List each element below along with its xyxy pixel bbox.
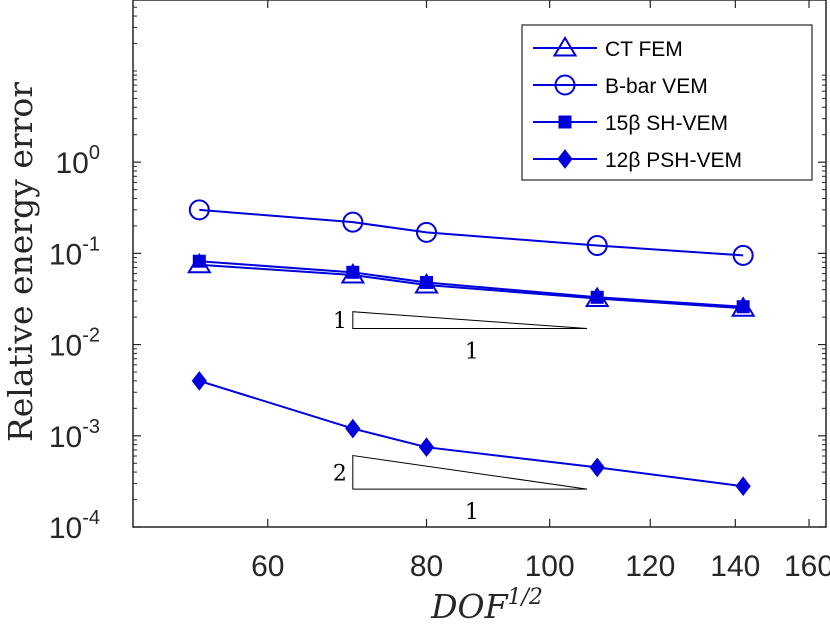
slope-run-label: 1 — [465, 500, 479, 525]
x-tick-label: 160 — [784, 550, 830, 583]
data-point — [346, 265, 360, 279]
x-axis-label: DOF1/2 — [430, 585, 543, 626]
y-tick-label: 10-1 — [49, 233, 100, 271]
x-axis-label-sup: 1/2 — [508, 585, 543, 610]
legend-entries: CT FEM B-bar VEM 15β SH-VEM 12β PSH-VEM — [533, 36, 742, 172]
y-tick-exp: 0 — [89, 142, 100, 164]
data-point — [188, 199, 210, 221]
y-tick-exp: -1 — [82, 233, 100, 255]
data-point — [420, 275, 434, 289]
slope-triangle — [352, 311, 588, 330]
legend-entry: 12β PSH-VEM — [533, 149, 742, 172]
legend: CT FEM B-bar VEM 15β SH-VEM 12β PSH-VEM — [521, 24, 813, 181]
legend-label: 12β PSH-VEM — [605, 149, 742, 172]
x-axis-ticks: 60 80 100 120 140 160 — [251, 0, 830, 583]
data-point — [590, 290, 604, 304]
y-tick-base: 10 — [49, 238, 82, 271]
legend-entry: B-bar VEM — [533, 74, 708, 98]
legend-entry: 15β SH-VEM — [533, 112, 728, 135]
y-axis-label: Relative energy error — [1, 82, 40, 442]
data-point — [732, 244, 754, 266]
slope-rise-label: 2 — [333, 461, 347, 486]
y-tick-base: 10 — [49, 512, 82, 545]
y-tick-exp: -2 — [82, 325, 100, 347]
data-point — [735, 476, 751, 497]
data-point — [418, 437, 435, 458]
legend-label: 15β SH-VEM — [605, 112, 728, 135]
slope-triangles: 1 1 2 1 — [333, 309, 588, 525]
legend-marker — [554, 74, 576, 96]
data-point — [192, 254, 206, 268]
y-tick-label: 10-4 — [49, 507, 100, 545]
data-point — [191, 371, 207, 391]
y-tick-exp: -3 — [82, 416, 100, 438]
series-diamond — [191, 371, 751, 497]
y-tick-base: 10 — [49, 421, 82, 454]
x-tick-label: 60 — [251, 550, 284, 583]
y-tick-label: 10-2 — [49, 325, 100, 363]
legend-box — [521, 24, 813, 181]
legend-marker — [557, 149, 573, 169]
x-axis-label-base: DOF — [430, 587, 509, 626]
data-point — [736, 300, 750, 314]
y-tick-label: 100 — [56, 142, 101, 180]
series-circle — [188, 199, 754, 266]
y-tick-base: 10 — [49, 330, 82, 363]
legend-label: B-bar VEM — [605, 75, 708, 98]
slope-triangle — [352, 454, 588, 490]
data-point — [342, 211, 364, 233]
x-tick-label: 120 — [625, 550, 675, 583]
legend-label: CT FEM — [605, 38, 683, 61]
x-tick-label: 140 — [710, 550, 760, 583]
data-point — [586, 235, 608, 257]
legend-entry: CT FEM — [533, 36, 683, 61]
data-point — [345, 418, 361, 439]
data-point — [589, 457, 605, 478]
series-square — [192, 254, 750, 314]
legend-marker — [558, 115, 572, 129]
x-tick-label: 100 — [525, 550, 575, 583]
slope-run-label: 1 — [465, 340, 479, 365]
y-tick-label: 10-3 — [49, 416, 100, 454]
x-tick-label: 80 — [410, 550, 443, 583]
series-line — [199, 208, 744, 257]
legend-marker — [552, 36, 578, 57]
y-tick-base: 10 — [56, 147, 89, 180]
data-point — [416, 221, 438, 243]
y-tick-exp: -4 — [82, 507, 100, 529]
series-layer — [187, 199, 756, 497]
slope-rise-label: 1 — [333, 309, 347, 334]
